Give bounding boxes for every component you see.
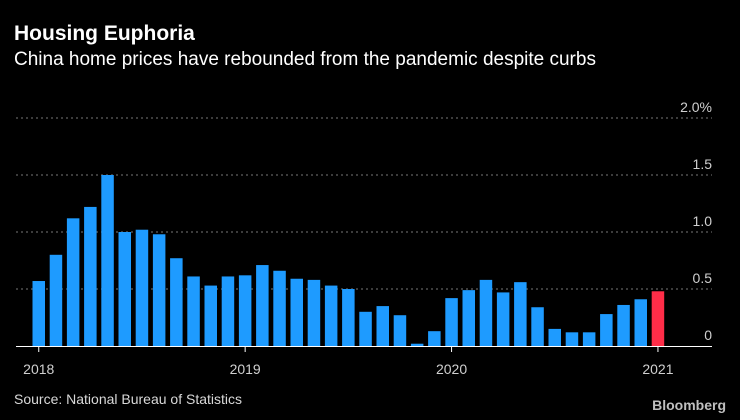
bar <box>101 175 114 346</box>
bloomberg-logo: Bloomberg <box>652 397 726 413</box>
bar <box>531 307 544 346</box>
bar <box>49 254 63 346</box>
bar <box>462 290 475 346</box>
x-tick-label: 2020 <box>436 361 467 377</box>
chart-subtitle: China home prices have rebounded from th… <box>14 49 596 70</box>
bar <box>548 328 561 346</box>
y-tick-label: 0.5 <box>693 270 713 286</box>
bar <box>342 289 355 346</box>
bar <box>204 285 217 346</box>
bar <box>479 279 493 346</box>
y-tick-label: 0 <box>704 327 712 343</box>
bar <box>565 332 579 346</box>
y-tick-label: 1.0 <box>693 213 713 229</box>
bar <box>376 306 389 346</box>
bar <box>496 292 510 346</box>
bar <box>290 278 303 346</box>
bar <box>514 282 527 346</box>
bar <box>582 332 596 346</box>
y-tick-labels: 2.0% 1.5 1.0 0.5 0 <box>680 99 712 343</box>
bar <box>118 232 131 346</box>
bar-highlight <box>651 291 665 346</box>
bar <box>152 234 166 346</box>
bar <box>634 299 647 346</box>
bar <box>428 331 441 346</box>
x-tick-label: 2018 <box>23 361 54 377</box>
bar <box>66 218 80 346</box>
x-tick-labels: 2018 2019 2020 2021 <box>23 361 674 377</box>
bar <box>324 285 338 346</box>
bar <box>221 276 235 346</box>
bar <box>410 343 424 346</box>
grid-lines <box>16 117 712 290</box>
bar <box>359 311 372 346</box>
bar <box>256 265 269 346</box>
bar <box>273 270 286 346</box>
chart-title: Housing Euphoria <box>14 22 195 45</box>
x-tick-label: 2019 <box>230 361 261 377</box>
y-tick-label: 1.5 <box>693 156 713 172</box>
source-note: Source: National Bureau of Statistics <box>14 391 243 407</box>
bar <box>32 281 45 346</box>
bar <box>238 275 252 346</box>
bar <box>393 315 407 346</box>
bar <box>617 304 630 346</box>
x-axis <box>16 346 712 352</box>
bar <box>170 258 183 346</box>
x-tick-label: 2021 <box>642 361 673 377</box>
bar <box>187 276 200 346</box>
bar <box>135 229 149 346</box>
bar <box>84 206 97 346</box>
bar <box>600 314 613 346</box>
y-tick-label: 2.0% <box>680 99 712 115</box>
bar <box>445 298 458 346</box>
bar <box>307 279 321 346</box>
bars <box>32 175 665 346</box>
